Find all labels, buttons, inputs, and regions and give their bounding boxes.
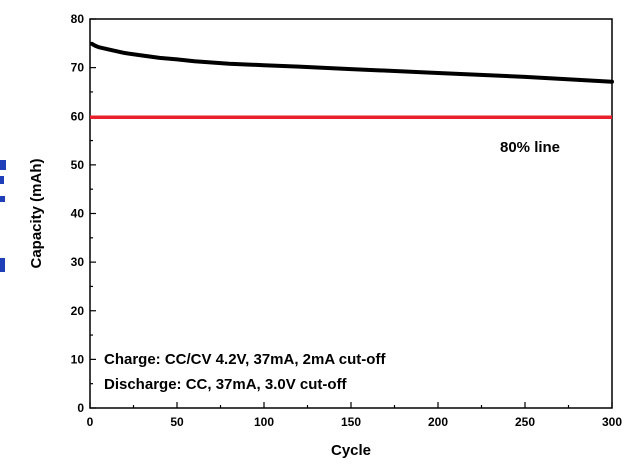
cropped-label-fragment <box>0 160 6 170</box>
cropped-label-fragment <box>0 258 5 272</box>
y-axis-ticks: 0 10 20 30 40 50 60 70 80 <box>71 12 96 415</box>
cropped-label-fragment <box>0 176 4 184</box>
series-group <box>89 41 614 84</box>
y-tick-label: 80 <box>71 12 85 26</box>
x-axis-ticks: 0 50 100 150 200 250 300 <box>87 402 622 429</box>
y-tick-label: 50 <box>71 158 85 172</box>
y-tick-label: 70 <box>71 61 85 75</box>
x-tick-label: 300 <box>602 415 622 429</box>
y-tick-label: 30 <box>71 255 85 269</box>
x-tick-label: 200 <box>428 415 448 429</box>
y-tick-label: 10 <box>71 352 85 366</box>
y-tick-label: 60 <box>71 109 85 123</box>
y-tick-label: 20 <box>71 304 85 318</box>
y-axis-title: Capacity (mAh) <box>28 158 45 268</box>
x-tick-label: 0 <box>87 415 94 429</box>
x-tick-label: 50 <box>170 415 184 429</box>
x-tick-label: 100 <box>254 415 274 429</box>
x-tick-label: 250 <box>515 415 535 429</box>
cropped-label-fragment <box>0 196 5 202</box>
reference-line-label: 80% line <box>500 139 560 156</box>
x-axis-title: Cycle <box>331 442 371 459</box>
cropped-left-label <box>0 160 6 272</box>
y-tick-label: 40 <box>71 207 85 221</box>
discharge-condition-annotation: Discharge: CC, 37mA, 3.0V cut-off <box>104 376 348 393</box>
charge-condition-annotation: Charge: CC/CV 4.2V, 37mA, 2mA cut-off <box>104 351 386 368</box>
x-tick-label: 150 <box>341 415 361 429</box>
capacity-series-line <box>89 41 614 84</box>
y-tick-label: 0 <box>77 401 84 415</box>
